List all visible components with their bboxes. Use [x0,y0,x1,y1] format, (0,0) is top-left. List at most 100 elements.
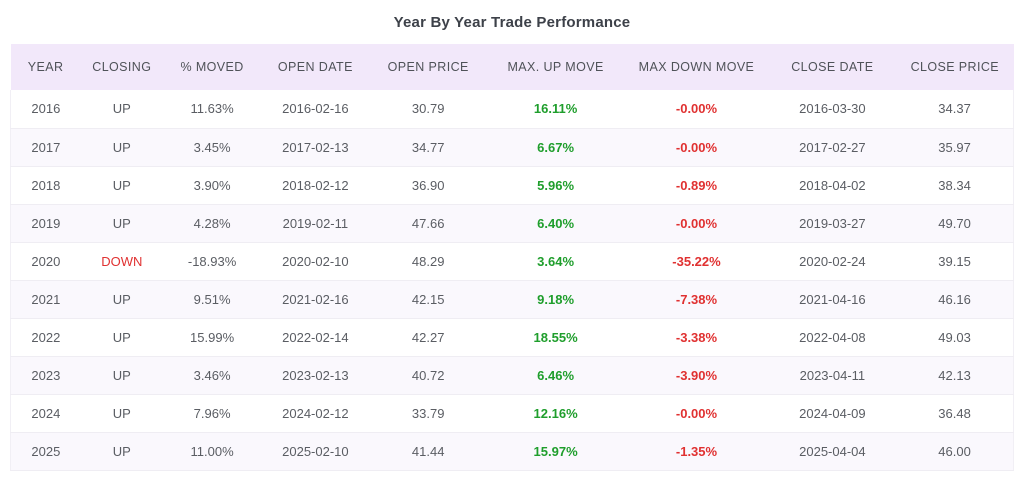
trade-performance-table: YEAR CLOSING % MOVED OPEN DATE OPEN PRIC… [9,44,1015,471]
cell-max-down-move: -1.35% [624,432,769,471]
cell-pct-moved: 15.99% [162,318,262,357]
cell-close-price: 46.16 [896,280,1015,319]
table-row: 2025 UP 11.00% 2025-02-10 41.44 15.97% -1.35% 2… [9,432,1015,471]
cell-max-up-move: 16.11% [486,90,625,129]
cell-max-up-move: 9.18% [486,280,625,319]
cell-year: 2017 [9,128,81,167]
cell-close-price: 34.37 [896,90,1015,129]
cell-open-date: 2024-02-12 [261,394,370,433]
cell-open-date: 2016-02-16 [261,90,370,129]
cell-open-price: 48.29 [369,242,487,281]
column-header-max-up-move: MAX. UP MOVE [507,60,604,74]
cell-closing: DOWN [80,242,163,281]
cell-year: 2024 [9,394,81,433]
table-row: 2020 DOWN -18.93% 2020-02-10 48.29 3.64% -35.2… [9,242,1015,281]
cell-max-down-move: -0.00% [624,128,769,167]
cell-closing: UP [80,356,163,395]
cell-pct-moved: 9.51% [162,280,262,319]
cell-max-up-move: 6.46% [486,356,625,395]
cell-open-date: 2017-02-13 [261,128,370,167]
cell-max-down-move: -0.00% [624,204,769,243]
cell-max-up-move: 5.96% [486,166,625,205]
cell-closing: UP [80,128,163,167]
cell-closing: UP [80,318,163,357]
cell-max-up-move: 15.97% [486,432,625,471]
page-title: Year By Year Trade Performance [393,14,631,31]
cell-max-down-move: -0.00% [624,90,769,129]
cell-open-price: 33.79 [369,394,487,433]
cell-open-price: 47.66 [369,204,487,243]
cell-max-up-move: 3.64% [486,242,625,281]
cell-pct-moved: 7.96% [162,394,262,433]
cell-max-up-move: 12.16% [486,394,625,433]
cell-open-price: 41.44 [369,432,487,471]
column-header-close-price: CLOSE PRICE [910,60,1000,74]
cell-max-down-move: -0.89% [624,166,769,205]
cell-close-price: 39.15 [896,242,1015,281]
cell-open-date: 2025-02-10 [261,432,370,471]
cell-year: 2023 [9,356,81,395]
column-header-open-price: OPEN PRICE [387,60,469,74]
cell-max-down-move: -35.22% [624,242,769,281]
cell-open-price: 34.77 [369,128,487,167]
cell-open-date: 2019-02-11 [261,204,370,243]
cell-close-date: 2024-04-09 [768,394,897,433]
cell-close-price: 36.48 [896,394,1015,433]
cell-max-down-move: -0.00% [624,394,769,433]
cell-pct-moved: 11.63% [162,90,262,129]
cell-close-price: 49.70 [896,204,1015,243]
cell-close-date: 2018-04-02 [768,166,897,205]
cell-closing: UP [80,166,163,205]
cell-close-date: 2019-03-27 [768,204,897,243]
table-row: 2024 UP 7.96% 2024-02-12 33.79 12.16% -0.00% 20… [9,394,1015,433]
cell-open-price: 30.79 [369,90,487,129]
cell-year: 2022 [9,318,81,357]
cell-pct-moved: 4.28% [162,204,262,243]
cell-closing: UP [80,432,163,471]
cell-closing: UP [80,90,163,129]
cell-close-price: 46.00 [896,432,1015,471]
cell-open-price: 42.15 [369,280,487,319]
cell-year: 2016 [9,90,81,129]
cell-close-date: 2016-03-30 [768,90,897,129]
cell-closing: UP [80,204,163,243]
cell-close-date: 2020-02-24 [768,242,897,281]
cell-pct-moved: 3.90% [162,166,262,205]
table-row: 2019 UP 4.28% 2019-02-11 47.66 6.40% -0.00% 201… [9,204,1015,243]
header-row: YEAR CLOSING % MOVED OPEN DATE OPEN PRIC… [10,44,1014,90]
cell-pct-moved: 3.45% [162,128,262,167]
cell-max-down-move: -7.38% [624,280,769,319]
cell-open-date: 2022-02-14 [261,318,370,357]
table-header: YEAR CLOSING % MOVED OPEN DATE OPEN PRIC… [10,44,1014,90]
cell-open-price: 42.27 [369,318,487,357]
cell-close-date: 2022-04-08 [768,318,897,357]
cell-closing: UP [80,280,163,319]
table-row: 2016 UP 11.63% 2016-02-16 30.79 16.11% -0.00% 2… [9,90,1015,129]
cell-open-date: 2018-02-12 [261,166,370,205]
table-row: 2022 UP 15.99% 2022-02-14 42.27 18.55% -3.38% 2… [9,318,1015,357]
cell-close-date: 2021-04-16 [768,280,897,319]
cell-close-price: 35.97 [896,128,1015,167]
column-header-open-date: OPEN DATE [277,60,353,74]
cell-year: 2021 [9,280,81,319]
table-row: 2021 UP 9.51% 2021-02-16 42.15 9.18% -7.38% 202… [9,280,1015,319]
cell-max-up-move: 6.40% [486,204,625,243]
cell-pct-moved: -18.93% [162,242,262,281]
cell-close-date: 2025-04-04 [768,432,897,471]
cell-close-price: 49.03 [896,318,1015,357]
cell-max-up-move: 6.67% [486,128,625,167]
cell-max-down-move: -3.38% [624,318,769,357]
column-header-pct-moved: % MOVED [180,60,244,74]
cell-max-up-move: 18.55% [486,318,625,357]
column-header-year: YEAR [27,60,64,74]
cell-close-price: 42.13 [896,356,1015,395]
cell-close-date: 2023-04-11 [768,356,897,395]
column-header-closing: CLOSING [92,60,152,74]
table-container: YEAR CLOSING % MOVED OPEN DATE OPEN PRIC… [0,44,1024,471]
cell-open-date: 2020-02-10 [261,242,370,281]
cell-pct-moved: 11.00% [162,432,262,471]
cell-max-down-move: -3.90% [624,356,769,395]
cell-year: 2025 [9,432,81,471]
table-row: 2018 UP 3.90% 2018-02-12 36.90 5.96% -0.89% 201… [9,166,1015,205]
